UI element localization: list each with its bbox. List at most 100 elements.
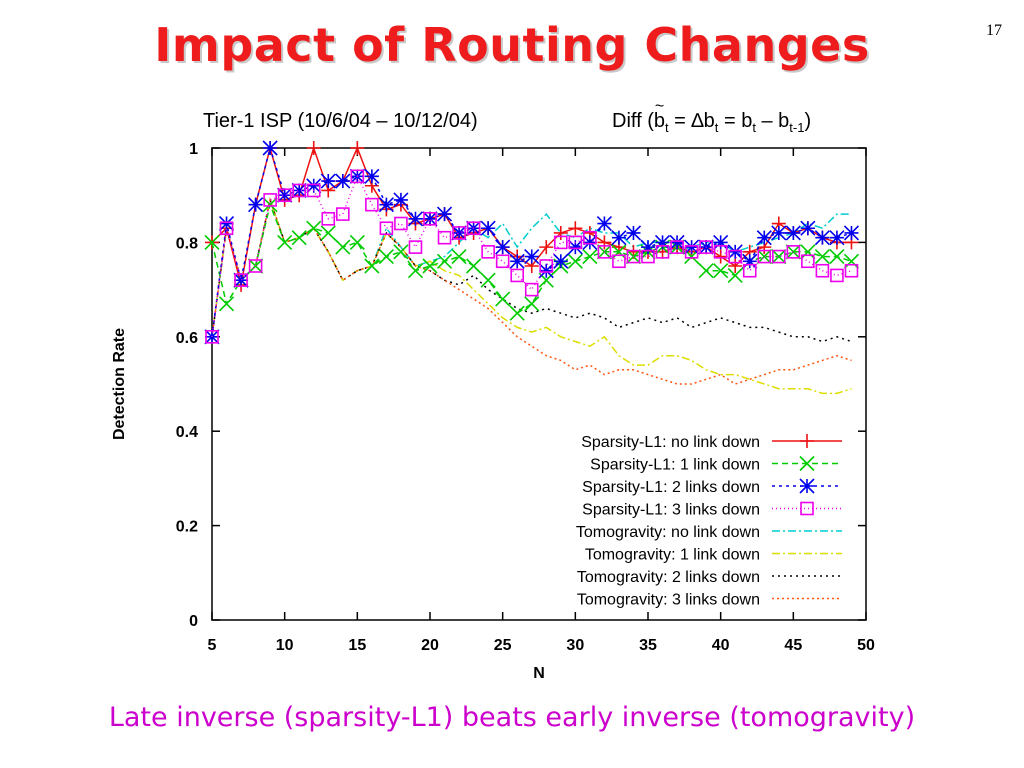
data-point <box>466 258 482 274</box>
data-point <box>713 263 729 279</box>
data-point <box>393 192 409 208</box>
data-point <box>262 197 278 213</box>
data-point <box>538 263 554 279</box>
legend-marker <box>800 434 814 448</box>
data-point <box>553 253 569 269</box>
data-point <box>742 263 757 278</box>
legend-entry-label: Sparsity-L1: no link down <box>581 434 760 451</box>
data-point <box>684 239 700 255</box>
data-point <box>350 141 365 155</box>
series-3 <box>205 169 859 344</box>
x-tick-label: 45 <box>784 637 802 654</box>
legend: Sparsity-L1: no link down Sparsity-L1: 1 … <box>576 434 842 609</box>
data-point <box>713 249 728 264</box>
series-line <box>211 197 852 385</box>
data-point <box>829 230 845 246</box>
data-point <box>800 220 816 236</box>
data-point <box>393 244 409 260</box>
data-point <box>626 249 641 264</box>
data-point <box>495 254 510 269</box>
data-point <box>394 216 408 231</box>
data-point <box>277 234 293 250</box>
data-point <box>539 259 554 273</box>
chart-subtitle: Tier-1 ISP (10/6/04 – 10/12/04) <box>203 110 478 132</box>
data-point <box>509 305 525 321</box>
diff-sub-t3: t <box>752 120 756 135</box>
data-point <box>785 225 801 241</box>
data-point <box>568 235 583 250</box>
data-point <box>437 230 452 245</box>
data-point <box>829 248 845 265</box>
data-point <box>291 230 307 246</box>
data-point <box>263 193 277 207</box>
data-point <box>335 173 351 189</box>
data-point <box>423 212 437 226</box>
y-tick-label: 0 <box>189 613 198 630</box>
data-point <box>582 234 598 250</box>
data-point <box>625 225 642 241</box>
data-point <box>597 245 612 259</box>
data-point <box>451 225 467 241</box>
data-point <box>713 245 728 259</box>
data-point <box>771 248 787 265</box>
page-number: 17 <box>986 22 1002 39</box>
data-point <box>234 273 248 287</box>
data-point <box>611 244 627 260</box>
series-7 <box>211 197 852 385</box>
diff-minus: – b <box>755 110 790 132</box>
legend-entry-label: Sparsity-L1: 3 links down <box>582 502 760 519</box>
data-point <box>757 249 772 264</box>
slide-caption: Late inverse (sparsity-L1) beats early i… <box>108 702 916 733</box>
data-point <box>378 197 394 213</box>
data-point <box>248 259 263 273</box>
data-point <box>379 221 394 236</box>
data-point <box>248 258 264 274</box>
diff-formula: Diff (~ bt = ∆bt = bt – bt-1) <box>612 98 811 135</box>
data-point <box>335 239 351 255</box>
y-axis-title: Detection Rate <box>111 328 128 440</box>
legend-marker <box>799 478 815 494</box>
data-point <box>539 240 554 255</box>
slide-title: Impact of Routing Changes <box>154 18 870 72</box>
data-point <box>800 244 816 260</box>
data-point <box>524 282 539 297</box>
data-point <box>597 235 612 250</box>
data-point <box>480 272 496 288</box>
data-point <box>843 225 860 241</box>
diff-b2: b <box>741 110 753 132</box>
y-tick-label: 0.8 <box>176 235 198 252</box>
data-point <box>233 272 249 288</box>
data-point <box>204 234 220 250</box>
data-point <box>785 244 801 260</box>
data-point <box>699 240 713 254</box>
data-point <box>320 173 336 189</box>
data-point <box>219 221 234 236</box>
data-point <box>583 230 597 245</box>
data-point <box>742 253 758 269</box>
diff-sub-tm1: t-1 <box>789 120 805 135</box>
data-point <box>321 212 336 226</box>
x-tick-label: 20 <box>421 637 439 654</box>
data-point <box>814 230 830 246</box>
data-point <box>436 206 453 222</box>
data-point <box>365 197 379 212</box>
x-tick-label: 35 <box>639 637 657 654</box>
data-point <box>248 197 264 213</box>
data-point <box>277 187 293 203</box>
data-point <box>612 254 626 269</box>
series-line <box>211 145 852 337</box>
data-point <box>364 258 380 274</box>
legend-marker <box>800 501 814 516</box>
x-axis-title: N <box>533 665 545 682</box>
data-point <box>655 245 670 259</box>
x-tick-label: 40 <box>712 637 730 654</box>
data-point <box>814 248 830 265</box>
data-point <box>698 263 714 279</box>
plot-frame <box>211 147 867 621</box>
data-point <box>510 268 525 283</box>
data-point <box>451 248 467 265</box>
legend-entry-label: Tomogravity: 3 links down <box>577 592 760 609</box>
data-point <box>436 253 453 269</box>
data-point <box>786 245 801 259</box>
